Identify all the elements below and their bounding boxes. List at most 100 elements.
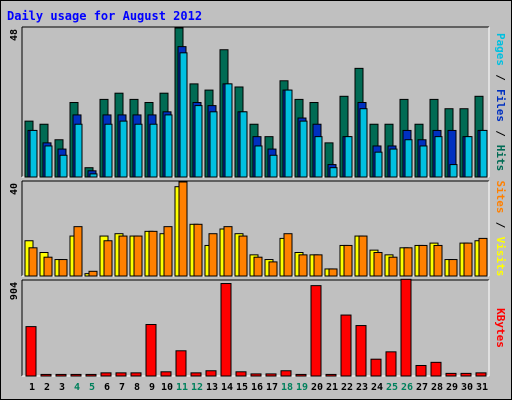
bar-pages bbox=[29, 129, 38, 178]
bar-kbytes bbox=[445, 372, 457, 377]
bar-pages bbox=[104, 123, 113, 178]
x-tick-label: 10 bbox=[161, 382, 173, 393]
bar-sites bbox=[373, 252, 383, 277]
bar-kbytes bbox=[385, 351, 397, 377]
bar-kbytes bbox=[235, 371, 247, 377]
bar-kbytes bbox=[70, 373, 82, 377]
bar-pages bbox=[44, 145, 53, 178]
x-tick-label: 30 bbox=[461, 382, 473, 393]
legend-separator: / bbox=[494, 222, 507, 229]
x-tick-label: 11 bbox=[176, 382, 188, 393]
bar-pages bbox=[209, 111, 218, 178]
bar-sites bbox=[43, 256, 53, 277]
bar-sites bbox=[178, 181, 188, 277]
y-axis-max-label: 48 bbox=[9, 29, 20, 41]
legend-sites: Sites bbox=[494, 180, 507, 213]
bar-sites bbox=[328, 268, 338, 277]
x-tick-label: 9 bbox=[149, 382, 155, 393]
bar-pages bbox=[194, 105, 203, 178]
bar-sites bbox=[418, 244, 428, 277]
bar-pages bbox=[269, 154, 278, 178]
x-tick-label: 1 bbox=[29, 382, 35, 393]
bar-kbytes bbox=[220, 283, 232, 377]
bar-kbytes bbox=[325, 373, 337, 377]
bar-kbytes bbox=[310, 285, 322, 377]
bar-pages bbox=[134, 123, 143, 178]
bar-kbytes bbox=[145, 324, 157, 377]
x-tick-label: 14 bbox=[221, 382, 233, 393]
bar-pages bbox=[224, 83, 233, 178]
x-tick-label: 22 bbox=[341, 382, 353, 393]
x-tick-label: 5 bbox=[89, 382, 95, 393]
bar-kbytes bbox=[25, 326, 37, 377]
bar-pages bbox=[314, 136, 323, 178]
legend-kbytes: KBytes bbox=[494, 308, 507, 348]
bar-sites bbox=[148, 230, 158, 277]
bar-sites bbox=[103, 240, 113, 277]
bar-pages bbox=[299, 120, 308, 178]
x-tick-label: 21 bbox=[326, 382, 338, 393]
bar-sites bbox=[163, 226, 173, 277]
bar-sites bbox=[448, 259, 458, 277]
x-tick-label: 31 bbox=[476, 382, 488, 393]
bar-kbytes bbox=[430, 361, 442, 377]
bar-sites bbox=[283, 233, 293, 277]
bar-sites bbox=[193, 223, 203, 277]
x-tick-label: 26 bbox=[401, 382, 413, 393]
bar-sites bbox=[463, 242, 473, 277]
x-tick-label: 3 bbox=[59, 382, 65, 393]
bar-sites bbox=[238, 235, 248, 277]
x-tick-label: 25 bbox=[386, 382, 398, 393]
bar-sites bbox=[343, 244, 353, 277]
bar-kbytes bbox=[340, 314, 352, 377]
bar-pages bbox=[419, 145, 428, 178]
x-tick-label: 16 bbox=[251, 382, 263, 393]
bar-kbytes bbox=[175, 350, 187, 377]
bar-sites bbox=[88, 270, 98, 277]
bar-kbytes bbox=[460, 372, 472, 377]
bar-sites bbox=[58, 259, 68, 277]
legend-files: Files bbox=[494, 89, 507, 122]
bar-sites bbox=[433, 244, 443, 277]
bar-kbytes bbox=[55, 373, 67, 377]
bar-pages bbox=[284, 89, 293, 178]
bar-pages bbox=[59, 154, 68, 178]
bar-sites bbox=[358, 235, 368, 277]
x-tick-label: 12 bbox=[191, 382, 203, 393]
bar-sites bbox=[478, 237, 488, 277]
bar-kbytes bbox=[250, 373, 262, 377]
bar-pages bbox=[449, 164, 458, 178]
bar-pages bbox=[434, 136, 443, 178]
x-tick-label: 27 bbox=[416, 382, 428, 393]
bar-sites bbox=[133, 235, 143, 277]
bar-pages bbox=[119, 120, 128, 178]
bar-kbytes bbox=[475, 372, 487, 377]
bar-sites bbox=[388, 256, 398, 277]
bar-kbytes bbox=[205, 370, 217, 377]
x-tick-label: 6 bbox=[104, 382, 110, 393]
bar-sites bbox=[208, 233, 218, 277]
legend-separator: / bbox=[494, 74, 507, 81]
chart-title: Daily usage for August 2012 bbox=[7, 9, 203, 23]
x-tick-label: 29 bbox=[446, 382, 458, 393]
bar-pages bbox=[164, 114, 173, 178]
bar-pages bbox=[149, 123, 158, 178]
x-tick-label: 23 bbox=[356, 382, 368, 393]
x-tick-label: 7 bbox=[119, 382, 125, 393]
bar-sites bbox=[118, 235, 128, 277]
bar-pages bbox=[404, 139, 413, 178]
x-tick-label: 2 bbox=[44, 382, 50, 393]
x-tick-label: 20 bbox=[311, 382, 323, 393]
bar-sites bbox=[403, 247, 413, 277]
bar-pages bbox=[329, 167, 338, 178]
bar-kbytes bbox=[400, 278, 412, 377]
bar-sites bbox=[73, 226, 83, 277]
bar-sites bbox=[28, 247, 38, 277]
x-tick-label: 19 bbox=[296, 382, 308, 393]
bar-pages bbox=[254, 145, 263, 178]
bar-kbytes bbox=[130, 372, 142, 377]
legend-pages: Pages bbox=[494, 33, 507, 66]
x-tick-label: 17 bbox=[266, 382, 278, 393]
kbytes-panel bbox=[22, 280, 489, 376]
bar-kbytes bbox=[415, 364, 427, 377]
